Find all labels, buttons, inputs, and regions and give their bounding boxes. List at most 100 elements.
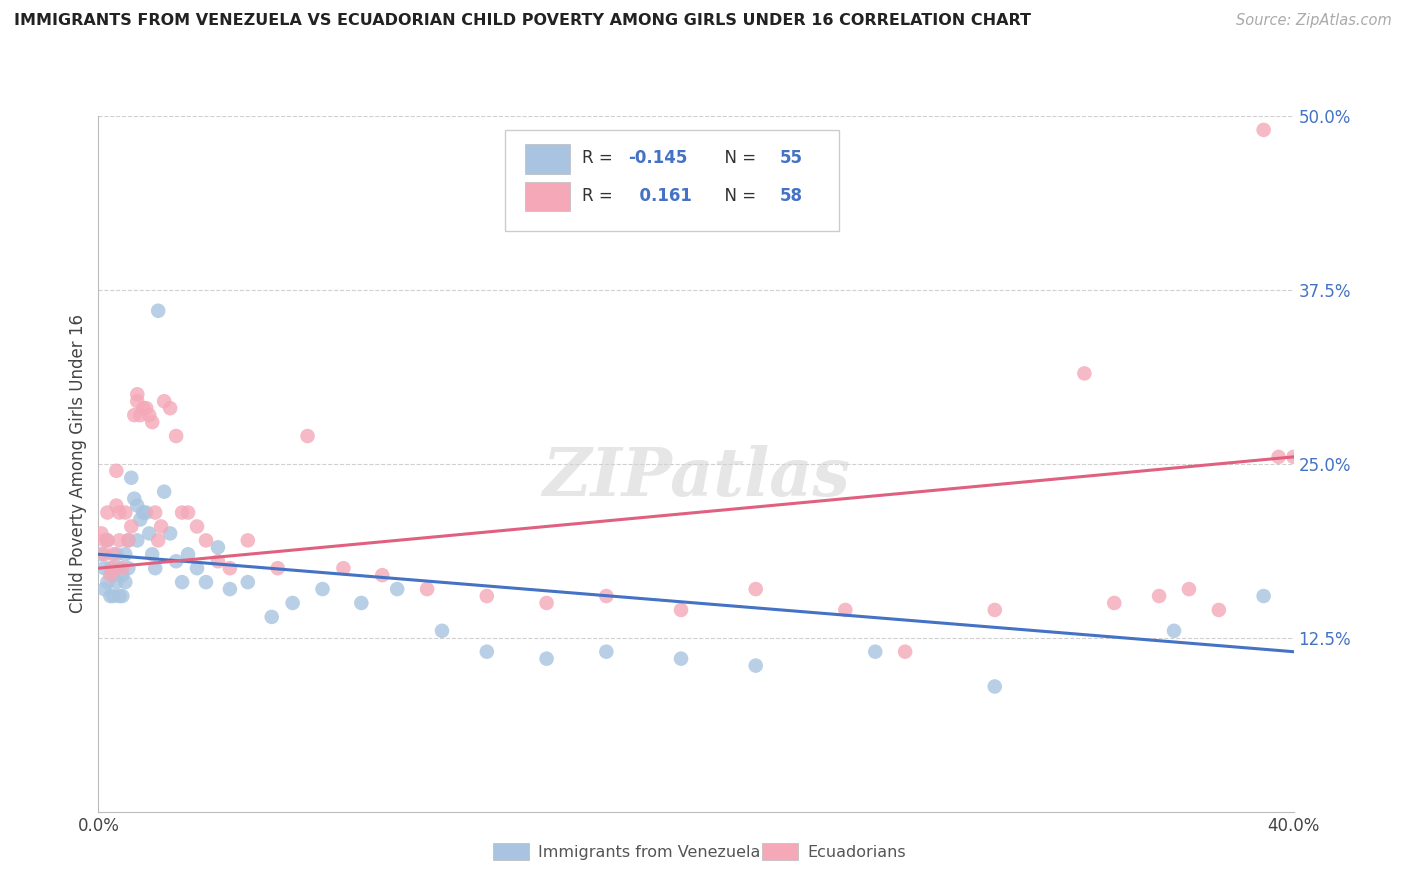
Point	[90, 526, 112, 541]
Point	[1253, 589, 1275, 603]
Point	[1073, 367, 1095, 381]
FancyBboxPatch shape	[524, 145, 571, 174]
Point	[103, 561, 125, 575]
Point	[865, 645, 887, 659]
FancyBboxPatch shape	[494, 843, 529, 861]
Point	[105, 575, 128, 590]
Point	[267, 561, 290, 575]
Point	[105, 547, 128, 561]
Point	[219, 582, 242, 596]
Text: 58: 58	[779, 187, 803, 205]
Point	[138, 408, 160, 422]
Point	[100, 589, 122, 603]
Point	[103, 589, 125, 603]
Point	[311, 582, 333, 596]
Point	[297, 429, 319, 443]
Point	[90, 547, 112, 561]
Point	[143, 561, 166, 575]
Point	[96, 575, 118, 590]
Point	[281, 596, 304, 610]
Text: Ecuadorians: Ecuadorians	[807, 845, 905, 860]
Point	[117, 533, 139, 548]
Text: R =: R =	[582, 149, 619, 168]
Point	[1208, 603, 1230, 617]
Point	[745, 582, 768, 596]
Point	[120, 471, 142, 485]
Text: Immigrants from Venezuela: Immigrants from Venezuela	[538, 845, 761, 860]
FancyBboxPatch shape	[524, 182, 571, 211]
Point	[129, 512, 152, 526]
Point	[894, 645, 917, 659]
Point	[111, 589, 134, 603]
Text: -0.145: -0.145	[628, 149, 688, 168]
FancyBboxPatch shape	[762, 843, 797, 861]
Point	[96, 533, 118, 548]
Point	[132, 401, 155, 416]
Point	[669, 603, 692, 617]
Point	[834, 603, 856, 617]
Point	[120, 519, 142, 533]
Point	[350, 596, 373, 610]
Point	[143, 506, 166, 520]
Point	[135, 401, 157, 416]
Point	[669, 651, 692, 665]
Point	[385, 582, 409, 596]
Point	[207, 541, 229, 555]
Point	[195, 575, 218, 590]
Text: IMMIGRANTS FROM VENEZUELA VS ECUADORIAN CHILD POVERTY AMONG GIRLS UNDER 16 CORRE: IMMIGRANTS FROM VENEZUELA VS ECUADORIAN …	[14, 13, 1031, 29]
Point	[177, 547, 200, 561]
Point	[1163, 624, 1185, 638]
Point	[207, 554, 229, 568]
Point	[111, 568, 134, 582]
Point	[114, 575, 136, 590]
Point	[172, 506, 194, 520]
Point	[148, 303, 170, 318]
Point	[475, 589, 498, 603]
Point	[105, 464, 128, 478]
Point	[135, 506, 157, 520]
Point	[138, 526, 160, 541]
Point	[100, 561, 122, 575]
Point	[103, 568, 125, 582]
Point	[117, 561, 139, 575]
Text: 55: 55	[779, 149, 803, 168]
Point	[595, 589, 617, 603]
FancyBboxPatch shape	[505, 130, 839, 231]
Point	[416, 582, 439, 596]
Point	[165, 554, 187, 568]
Text: 0.161: 0.161	[628, 187, 692, 205]
Point	[141, 415, 163, 429]
Point	[127, 387, 149, 401]
Point	[371, 568, 394, 582]
Point	[236, 575, 259, 590]
Point	[1267, 450, 1289, 464]
Point	[93, 533, 115, 548]
Point	[132, 506, 155, 520]
Point	[165, 429, 187, 443]
Point	[219, 561, 242, 575]
Text: R =: R =	[582, 187, 619, 205]
Point	[124, 491, 146, 506]
Point	[111, 561, 134, 575]
Point	[93, 561, 115, 575]
Text: Source: ZipAtlas.com: Source: ZipAtlas.com	[1236, 13, 1392, 29]
Text: ZIPatlas: ZIPatlas	[543, 445, 849, 510]
Point	[105, 499, 128, 513]
Point	[124, 408, 146, 422]
Point	[129, 408, 152, 422]
Point	[984, 680, 1007, 694]
Point	[186, 561, 208, 575]
Text: N =: N =	[714, 149, 761, 168]
Point	[195, 533, 218, 548]
Point	[475, 645, 498, 659]
Point	[96, 533, 118, 548]
Point	[93, 547, 115, 561]
Text: N =: N =	[714, 187, 761, 205]
Point	[536, 596, 558, 610]
Point	[1282, 450, 1305, 464]
Point	[150, 519, 173, 533]
Y-axis label: Child Poverty Among Girls Under 16: Child Poverty Among Girls Under 16	[69, 314, 87, 614]
Point	[153, 484, 176, 499]
Point	[260, 610, 283, 624]
Point	[127, 394, 149, 409]
